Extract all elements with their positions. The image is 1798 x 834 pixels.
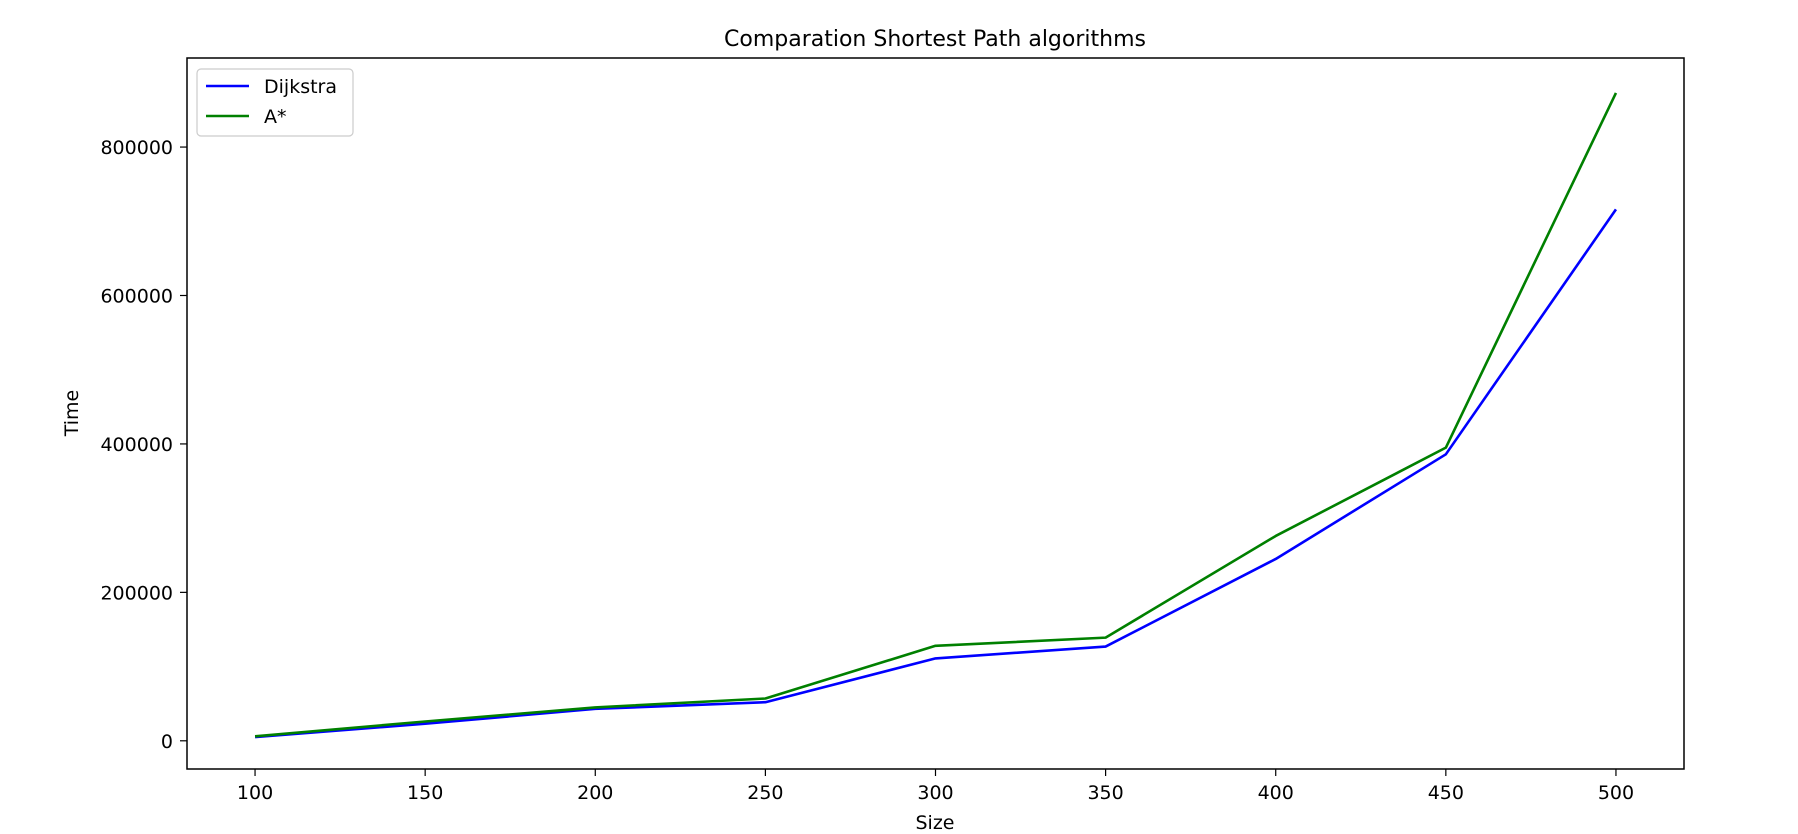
legend: Dijkstra A* xyxy=(196,68,354,137)
x-tick-label: 500 xyxy=(1598,782,1634,804)
legend-label-dijkstra: Dijkstra xyxy=(264,76,337,98)
x-tick-label: 100 xyxy=(237,782,273,804)
legend-label-a-star: A* xyxy=(264,106,287,128)
y-axis-ticks: 0 200000 400000 600000 800000 xyxy=(100,137,187,753)
x-tick-label: 350 xyxy=(1087,782,1123,804)
chart-title: Comparation Shortest Path algorithms xyxy=(724,27,1146,52)
x-tick-label: 200 xyxy=(577,782,613,804)
x-tick-label: 250 xyxy=(747,782,783,804)
y-tick-label: 400000 xyxy=(100,434,173,456)
x-axis-ticks: 100 150 200 250 300 350 400 450 500 xyxy=(237,769,1634,804)
series-layer xyxy=(254,92,1618,739)
x-tick-label: 150 xyxy=(407,782,443,804)
y-tick-label: 600000 xyxy=(100,285,173,307)
x-tick-label: 300 xyxy=(917,782,953,804)
y-tick-label: 800000 xyxy=(100,137,173,159)
y-tick-label: 0 xyxy=(161,731,173,753)
y-tick-label: 200000 xyxy=(100,582,173,604)
x-tick-label: 400 xyxy=(1258,782,1294,804)
x-axis-label: Size xyxy=(915,812,954,834)
series-line-dijkstra xyxy=(254,208,1618,739)
y-axis-label: Time xyxy=(61,390,83,438)
series-line-a-star xyxy=(254,92,1618,738)
x-tick-label: 450 xyxy=(1428,782,1464,804)
